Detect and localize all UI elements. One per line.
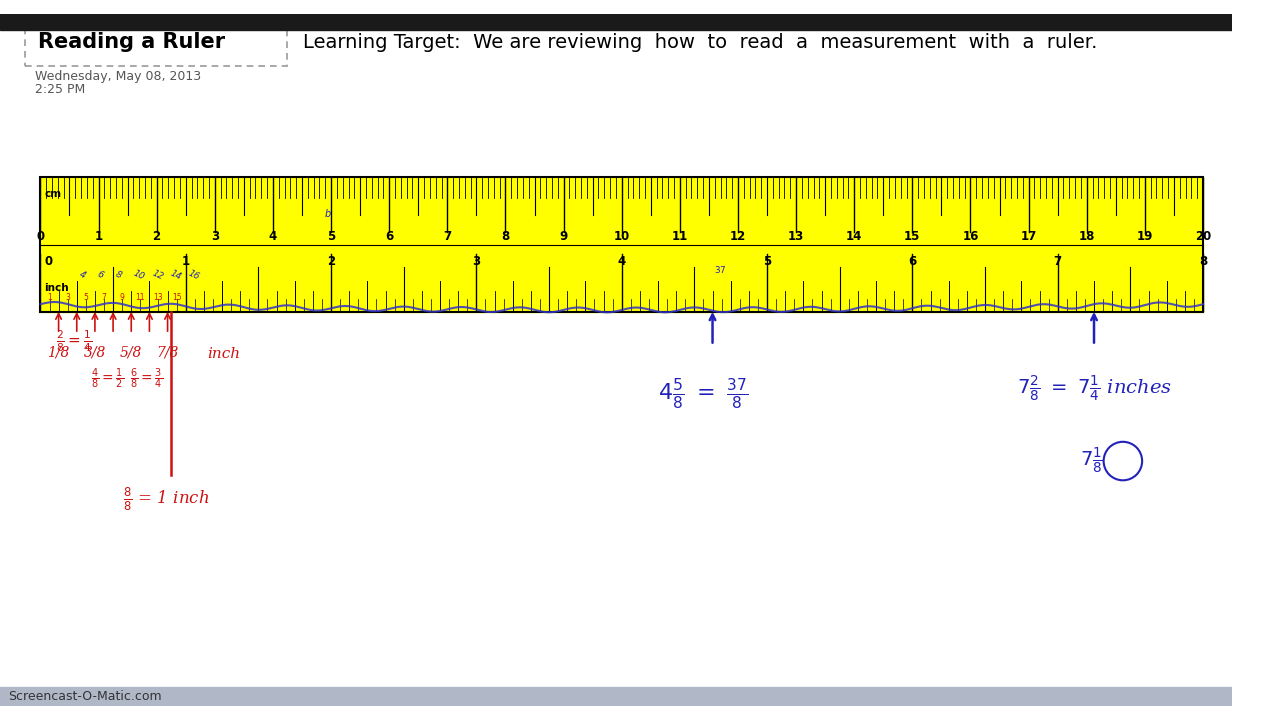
Text: 13: 13 bbox=[788, 230, 804, 243]
Text: $\frac{4}{8}=\frac{1}{2}$: $\frac{4}{8}=\frac{1}{2}$ bbox=[91, 367, 124, 392]
Text: 4: 4 bbox=[78, 269, 87, 280]
Text: 8: 8 bbox=[502, 230, 509, 243]
Text: inch: inch bbox=[207, 348, 241, 361]
Text: 12: 12 bbox=[730, 230, 746, 243]
Text: $7\frac{1}{8}$: $7\frac{1}{8}$ bbox=[1079, 446, 1102, 476]
Text: 15: 15 bbox=[172, 292, 182, 302]
Text: 14: 14 bbox=[846, 230, 863, 243]
Text: 3: 3 bbox=[65, 292, 70, 302]
Text: $\frac{6}{8}=\frac{3}{4}$: $\frac{6}{8}=\frac{3}{4}$ bbox=[131, 367, 163, 392]
Text: 10: 10 bbox=[132, 269, 146, 282]
Text: inch: inch bbox=[45, 283, 69, 293]
Bar bbox=[41, 177, 1203, 312]
Text: 4: 4 bbox=[617, 255, 626, 268]
Text: 2:25 PM: 2:25 PM bbox=[35, 83, 84, 96]
Text: $\frac{2}{8}=\frac{1}{4}$: $\frac{2}{8}=\frac{1}{4}$ bbox=[56, 328, 92, 354]
Text: $^{37}$: $^{37}$ bbox=[714, 266, 727, 279]
Text: 6: 6 bbox=[909, 255, 916, 268]
Text: 2: 2 bbox=[152, 230, 161, 243]
Text: 9: 9 bbox=[559, 230, 568, 243]
Text: 4: 4 bbox=[269, 230, 276, 243]
Text: 1: 1 bbox=[47, 292, 52, 302]
Text: 6: 6 bbox=[385, 230, 393, 243]
Text: 12: 12 bbox=[150, 269, 165, 282]
FancyBboxPatch shape bbox=[26, 23, 287, 66]
Bar bbox=[0, 687, 1231, 706]
Text: 15: 15 bbox=[904, 230, 920, 243]
Text: 9: 9 bbox=[120, 292, 124, 302]
Text: 8: 8 bbox=[1199, 255, 1207, 268]
Text: 5: 5 bbox=[763, 255, 771, 268]
Text: 7/8: 7/8 bbox=[156, 346, 179, 359]
Text: 0: 0 bbox=[45, 255, 52, 268]
Text: 20: 20 bbox=[1194, 230, 1211, 243]
Text: $4\frac{5}{8}\ =\ \frac{37}{8}$: $4\frac{5}{8}\ =\ \frac{37}{8}$ bbox=[658, 377, 748, 411]
Bar bbox=[41, 177, 1203, 312]
Text: Screencast-O-Matic.com: Screencast-O-Matic.com bbox=[8, 690, 161, 703]
Text: 1/8: 1/8 bbox=[47, 346, 70, 359]
Text: 1: 1 bbox=[182, 255, 189, 268]
Text: 17: 17 bbox=[1020, 230, 1037, 243]
Text: b: b bbox=[325, 210, 332, 219]
Text: 6: 6 bbox=[96, 269, 105, 280]
Text: 19: 19 bbox=[1137, 230, 1153, 243]
Text: 3: 3 bbox=[472, 255, 480, 268]
Text: 13: 13 bbox=[154, 292, 164, 302]
Text: 5: 5 bbox=[326, 230, 335, 243]
Text: Reading a Ruler: Reading a Ruler bbox=[38, 32, 225, 53]
Text: 16: 16 bbox=[963, 230, 979, 243]
Text: $7\frac{2}{8}\ =\ 7\frac{1}{4}$ inches: $7\frac{2}{8}\ =\ 7\frac{1}{4}$ inches bbox=[1018, 374, 1172, 404]
Text: 7: 7 bbox=[443, 230, 452, 243]
Text: 5: 5 bbox=[83, 292, 88, 302]
Text: $\frac{8}{8}$ = 1 inch: $\frac{8}{8}$ = 1 inch bbox=[123, 486, 210, 513]
Text: cm: cm bbox=[45, 189, 61, 199]
Text: Learning Target:  We are reviewing  how  to  read  a  measurement  with  a  rule: Learning Target: We are reviewing how to… bbox=[303, 33, 1097, 52]
Text: 11: 11 bbox=[672, 230, 687, 243]
Text: 1: 1 bbox=[95, 230, 102, 243]
Text: 10: 10 bbox=[613, 230, 630, 243]
Text: Wednesday, May 08, 2013: Wednesday, May 08, 2013 bbox=[35, 71, 201, 84]
Text: 3: 3 bbox=[211, 230, 219, 243]
Text: 14: 14 bbox=[169, 269, 183, 282]
Text: 0: 0 bbox=[36, 230, 45, 243]
Bar bbox=[0, 14, 1231, 30]
Text: 16: 16 bbox=[187, 269, 201, 282]
Text: 7: 7 bbox=[101, 292, 106, 302]
Text: 2: 2 bbox=[326, 255, 335, 268]
Text: 5/8: 5/8 bbox=[120, 346, 142, 359]
Text: 11: 11 bbox=[136, 292, 145, 302]
Text: 3/8: 3/8 bbox=[83, 346, 106, 359]
Text: 7: 7 bbox=[1053, 255, 1061, 268]
Text: 18: 18 bbox=[1079, 230, 1094, 243]
Text: 8: 8 bbox=[114, 269, 123, 280]
